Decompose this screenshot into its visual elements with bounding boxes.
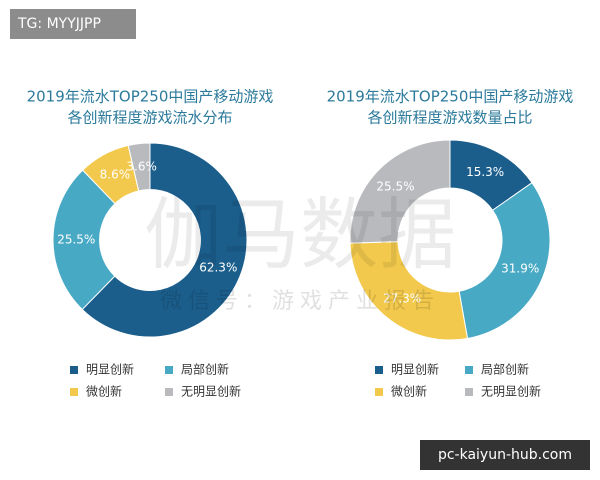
legend-swatch — [375, 366, 383, 374]
legend-label: 明显创新 — [391, 362, 439, 377]
chart-title: 各创新程度游戏流水分布 — [67, 109, 232, 127]
value-label: 3.6% — [126, 159, 157, 173]
watermark: 伽马数据 — [144, 190, 456, 280]
donut-slice — [81, 142, 248, 338]
site-box — [420, 440, 590, 470]
legend-label: 无明显创新 — [181, 384, 241, 399]
chart-title: 2019年流水TOP250中国产移动游戏 — [27, 88, 274, 106]
donut-slice — [458, 182, 551, 340]
donut-slice — [52, 169, 116, 311]
tag-text: TG: MYYJJPP — [17, 16, 101, 32]
chart-title: 各创新程度游戏数量占比 — [367, 109, 532, 127]
legend-swatch — [165, 366, 173, 374]
legend-label: 明显创新 — [86, 362, 134, 377]
legend-swatch — [375, 388, 383, 396]
legend-swatch — [165, 388, 173, 396]
value-label: 27.3% — [383, 292, 421, 306]
value-label: 8.6% — [100, 168, 131, 182]
site-text: pc-kaiyun-hub.com — [438, 447, 572, 463]
donut-slice — [349, 241, 469, 341]
donut-slice — [349, 139, 451, 244]
chart-title: 2019年流水TOP250中国产移动游戏 — [327, 88, 574, 106]
tag-box — [10, 9, 136, 39]
value-label: 31.9% — [501, 262, 539, 276]
legend-label: 微创新 — [86, 384, 122, 399]
value-label: 25.5% — [57, 232, 95, 246]
watermark-sub: 微信号：游戏产业报告 — [160, 289, 440, 314]
donut-slice — [127, 142, 151, 192]
legend-swatch — [70, 388, 78, 396]
legend-swatch — [465, 388, 473, 396]
value-label: 25.5% — [376, 180, 414, 194]
legend-label: 微创新 — [391, 384, 427, 399]
legend-label: 无明显创新 — [481, 384, 541, 399]
legend-label: 局部创新 — [481, 362, 529, 377]
value-label: 62.3% — [199, 260, 237, 274]
legend-swatch — [465, 366, 473, 374]
value-label: 15.3% — [466, 165, 504, 179]
legend-swatch — [70, 366, 78, 374]
legend-label: 局部创新 — [181, 362, 229, 377]
